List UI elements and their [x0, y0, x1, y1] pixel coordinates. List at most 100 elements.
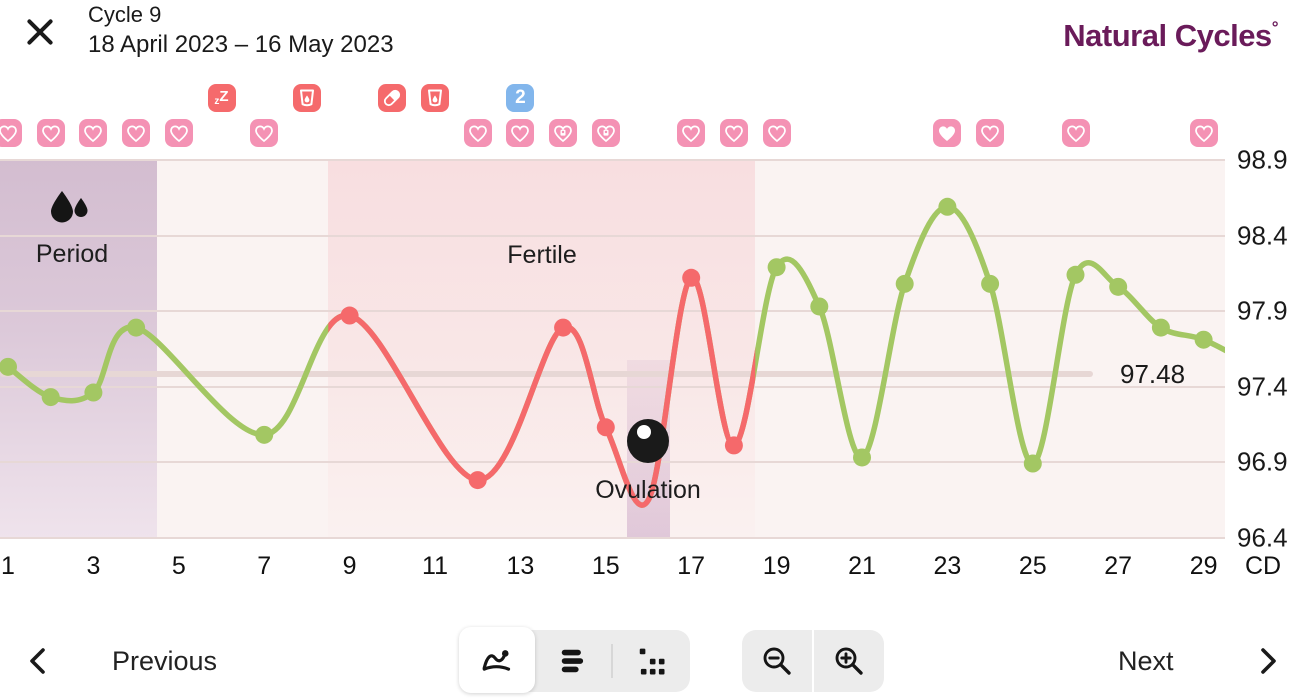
x-axis-tick: 1 — [1, 552, 15, 580]
temp-point-day-25[interactable] — [1023, 454, 1042, 473]
x-axis-tick: 27 — [1104, 552, 1133, 580]
tab-line-chart[interactable] — [459, 627, 535, 693]
sex-outline-heart-badge — [36, 119, 65, 147]
x-axis-tick: 7 — [257, 552, 272, 580]
gridline-96.9 — [0, 461, 1225, 463]
y-axis-tick: 97.4 — [1237, 371, 1288, 401]
y-axis-tick: 96.4 — [1237, 522, 1288, 552]
x-axis-unit: CD — [1244, 552, 1282, 580]
x-axis-tick: 17 — [677, 552, 706, 580]
sex-protected-heart-badge — [591, 119, 620, 147]
sex-outline-heart-badge — [79, 119, 108, 147]
temp-point-day-19[interactable] — [767, 258, 786, 277]
temp-point-day-1[interactable] — [0, 357, 17, 376]
temp-point-day-15[interactable] — [596, 418, 615, 437]
natural-cycles-logo: Natural Cycles° — [1063, 18, 1279, 53]
x-axis-tick: 29 — [1189, 552, 1218, 580]
sex-outline-heart-badge — [164, 119, 193, 147]
temperature-chart: 97.48 Period Fertile Ovulation — [0, 159, 1225, 539]
x-axis-tick: 19 — [762, 552, 791, 580]
curve-fertile-segment — [328, 275, 756, 508]
y-axis-tick: 97.9 — [1237, 295, 1288, 326]
x-axis-tick: 5 — [171, 552, 186, 580]
sleep-badge: zZ — [207, 84, 236, 112]
sex-outline-heart-badge — [677, 119, 706, 147]
y-axis-tick: 98.9 — [1237, 144, 1288, 175]
temp-point-day-21[interactable] — [853, 448, 871, 467]
ovulation-label: Ovulation — [595, 476, 701, 504]
chevron-left-icon — [30, 648, 45, 674]
sex-outline-heart-badge — [976, 119, 1005, 147]
temp-point-day-23[interactable] — [938, 197, 957, 216]
temp-point-day-4[interactable] — [127, 318, 146, 337]
x-axis-tick: 25 — [1018, 552, 1047, 580]
tab-dot-grid-view[interactable] — [613, 630, 689, 692]
x-axis-tick: 13 — [506, 552, 535, 580]
x-axis-tick: 15 — [591, 552, 620, 580]
gridline-98.9 — [0, 159, 1225, 161]
temp-point-day-7[interactable] — [255, 425, 274, 444]
x-axis-tick: 23 — [933, 552, 962, 580]
gridline-97.9 — [0, 310, 1225, 312]
chevron-right-icon — [1261, 648, 1276, 674]
sex-outline-heart-badge — [506, 119, 535, 147]
fertile-label: Fertile — [507, 241, 577, 269]
temp-point-day-2[interactable] — [41, 388, 60, 407]
temp-point-day-22[interactable] — [895, 274, 914, 293]
sex-outline-heart-badge — [0, 119, 22, 147]
drink-badge — [421, 84, 449, 112]
x-axis-tick: 11 — [422, 552, 448, 580]
period-label: Period — [35, 240, 109, 268]
y-axis-tick: 98.4 — [1237, 220, 1288, 250]
zoom-in-icon — [835, 647, 863, 675]
temp-point-day-3[interactable] — [84, 383, 103, 402]
sex-outline-heart-badge — [250, 119, 279, 147]
sex-protected-heart-badge — [549, 119, 578, 147]
page-title: Cycle 9 — [88, 2, 162, 27]
sex-filled-heart-badge — [933, 119, 962, 147]
y-axis-tick: 96.9 — [1237, 446, 1288, 477]
gridline-96.4 — [0, 536, 1225, 539]
next-button[interactable] — [1250, 630, 1284, 692]
temp-point-day-29[interactable] — [1194, 330, 1213, 349]
sex-outline-heart-badge — [719, 119, 748, 147]
next-label[interactable]: Next — [1118, 645, 1174, 676]
ovulation-icon — [627, 419, 669, 463]
temp-point-day-24[interactable] — [981, 274, 1000, 293]
gridline-97.4 — [0, 385, 1225, 388]
fertile-region — [328, 159, 756, 538]
temp-point-day-12[interactable] — [468, 471, 487, 490]
close-icon — [27, 19, 53, 45]
sex-outline-heart-badge — [463, 119, 492, 147]
temp-point-day-20[interactable] — [810, 297, 829, 316]
period-drops-icon — [51, 191, 88, 223]
temp-point-day-14[interactable] — [554, 318, 573, 337]
line-chart-icon — [482, 650, 511, 671]
temp-point-day-17[interactable] — [682, 268, 701, 287]
zoom-out-icon — [763, 647, 791, 675]
temp-point-day-26[interactable] — [1066, 265, 1085, 284]
zoom-out-button[interactable] — [742, 630, 812, 692]
date-range: 18 April 2023 – 16 May 2023 — [88, 31, 394, 58]
gridline-98.4 — [0, 234, 1225, 237]
x-axis-tick: 9 — [342, 552, 357, 580]
temp-point-day-27[interactable] — [1109, 277, 1128, 296]
coverline — [0, 371, 1093, 378]
sex-outline-heart-badge — [122, 119, 151, 147]
x-axis-tick: 3 — [86, 552, 101, 580]
zoom-in-button[interactable] — [814, 630, 884, 692]
logo-degree: ° — [1271, 18, 1279, 37]
coverline-value: 97.48 — [1120, 359, 1186, 390]
temp-point-day-18[interactable] — [724, 436, 743, 455]
previous-label[interactable]: Previous — [112, 645, 218, 676]
tab-list-view[interactable] — [535, 630, 611, 692]
temperature-curve — [0, 197, 1225, 508]
previous-button[interactable] — [22, 630, 56, 692]
close-button[interactable] — [20, 12, 60, 52]
temp-point-day-28[interactable] — [1151, 318, 1170, 337]
sex-outline-heart-badge — [1189, 119, 1218, 147]
count-badge: 2 — [506, 84, 535, 112]
x-axis-tick: 21 — [848, 552, 876, 580]
temp-point-day-9[interactable] — [340, 306, 359, 325]
